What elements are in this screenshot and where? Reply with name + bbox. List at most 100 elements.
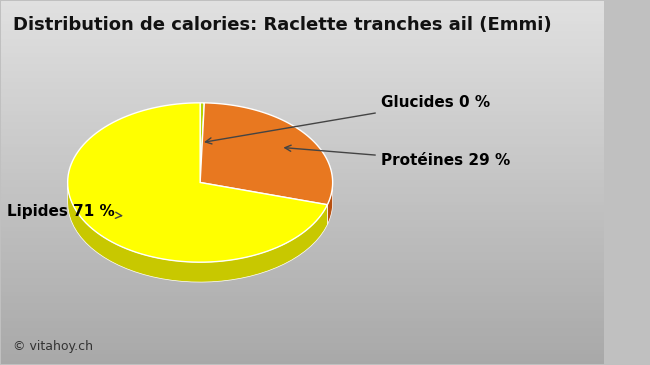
Bar — [1, 182, 604, 186]
Bar — [1, 59, 604, 63]
Bar — [1, 5, 604, 9]
Bar — [1, 219, 604, 222]
Bar — [1, 45, 604, 49]
Bar — [1, 241, 604, 244]
Bar — [1, 335, 604, 338]
Text: Distribution de calories: Raclette tranches ail (Emmi): Distribution de calories: Raclette tranc… — [14, 16, 552, 34]
Text: © vitahoy.ch: © vitahoy.ch — [14, 340, 94, 353]
Bar — [1, 273, 604, 277]
Polygon shape — [328, 183, 333, 224]
Bar — [1, 124, 604, 128]
Bar — [1, 295, 604, 299]
Bar — [1, 19, 604, 23]
Bar — [1, 63, 604, 66]
Bar — [1, 56, 604, 59]
Bar — [1, 327, 604, 331]
Bar — [1, 70, 604, 74]
Bar — [1, 353, 604, 356]
Bar — [1, 172, 604, 175]
Bar — [1, 291, 604, 295]
Bar — [1, 346, 604, 349]
Bar — [1, 1, 604, 5]
Bar — [1, 262, 604, 266]
Bar — [1, 103, 604, 107]
Bar — [1, 190, 604, 193]
Bar — [1, 161, 604, 164]
Bar — [1, 168, 604, 172]
Bar — [1, 233, 604, 237]
Bar — [1, 193, 604, 197]
Bar — [1, 302, 604, 306]
Bar — [1, 349, 604, 353]
Bar — [1, 175, 604, 179]
Bar — [1, 244, 604, 248]
Bar — [1, 338, 604, 342]
Bar — [1, 316, 604, 320]
Bar — [1, 41, 604, 45]
Bar — [1, 320, 604, 324]
Bar — [1, 179, 604, 182]
Bar — [1, 248, 604, 251]
Bar — [1, 30, 604, 34]
Bar — [1, 266, 604, 269]
Bar — [1, 16, 604, 19]
Bar — [1, 255, 604, 258]
Bar — [1, 342, 604, 346]
Bar — [1, 186, 604, 190]
Bar — [1, 128, 604, 132]
Bar — [1, 34, 604, 38]
Bar — [1, 226, 604, 230]
Polygon shape — [68, 103, 328, 262]
Bar — [1, 331, 604, 335]
Bar — [1, 299, 604, 302]
Bar — [1, 154, 604, 157]
Bar — [1, 251, 604, 255]
Bar — [1, 201, 604, 204]
Bar — [1, 81, 604, 85]
Bar — [1, 269, 604, 273]
Bar — [1, 66, 604, 70]
Bar — [1, 12, 604, 16]
Polygon shape — [68, 183, 328, 282]
Bar — [1, 27, 604, 30]
Bar — [1, 277, 604, 280]
Bar — [1, 306, 604, 309]
Text: Lipides 71 %: Lipides 71 % — [7, 204, 122, 219]
Bar — [1, 280, 604, 284]
Bar — [1, 135, 604, 139]
Bar — [1, 88, 604, 92]
Bar — [1, 215, 604, 219]
Bar — [1, 164, 604, 168]
Bar — [1, 23, 604, 27]
Bar — [1, 143, 604, 146]
Bar — [1, 284, 604, 288]
Bar — [1, 222, 604, 226]
Bar — [1, 74, 604, 77]
Bar — [1, 121, 604, 124]
Bar — [1, 356, 604, 360]
Text: Protéines 29 %: Protéines 29 % — [285, 145, 510, 168]
Bar — [1, 52, 604, 56]
Bar — [1, 211, 604, 215]
Bar — [1, 99, 604, 103]
Text: Glucides 0 %: Glucides 0 % — [205, 95, 490, 144]
Bar — [1, 309, 604, 313]
Bar — [1, 197, 604, 201]
Bar — [1, 107, 604, 110]
Bar — [1, 139, 604, 143]
Bar — [1, 237, 604, 241]
Bar — [1, 110, 604, 114]
Bar — [1, 38, 604, 41]
Bar — [1, 288, 604, 291]
Bar — [1, 324, 604, 327]
Bar — [1, 77, 604, 81]
Bar — [1, 230, 604, 233]
Polygon shape — [200, 103, 333, 205]
Bar — [1, 313, 604, 316]
Polygon shape — [200, 103, 204, 182]
Bar — [1, 258, 604, 262]
Bar — [1, 146, 604, 150]
Bar — [1, 150, 604, 154]
Bar — [1, 114, 604, 117]
Bar — [1, 157, 604, 161]
